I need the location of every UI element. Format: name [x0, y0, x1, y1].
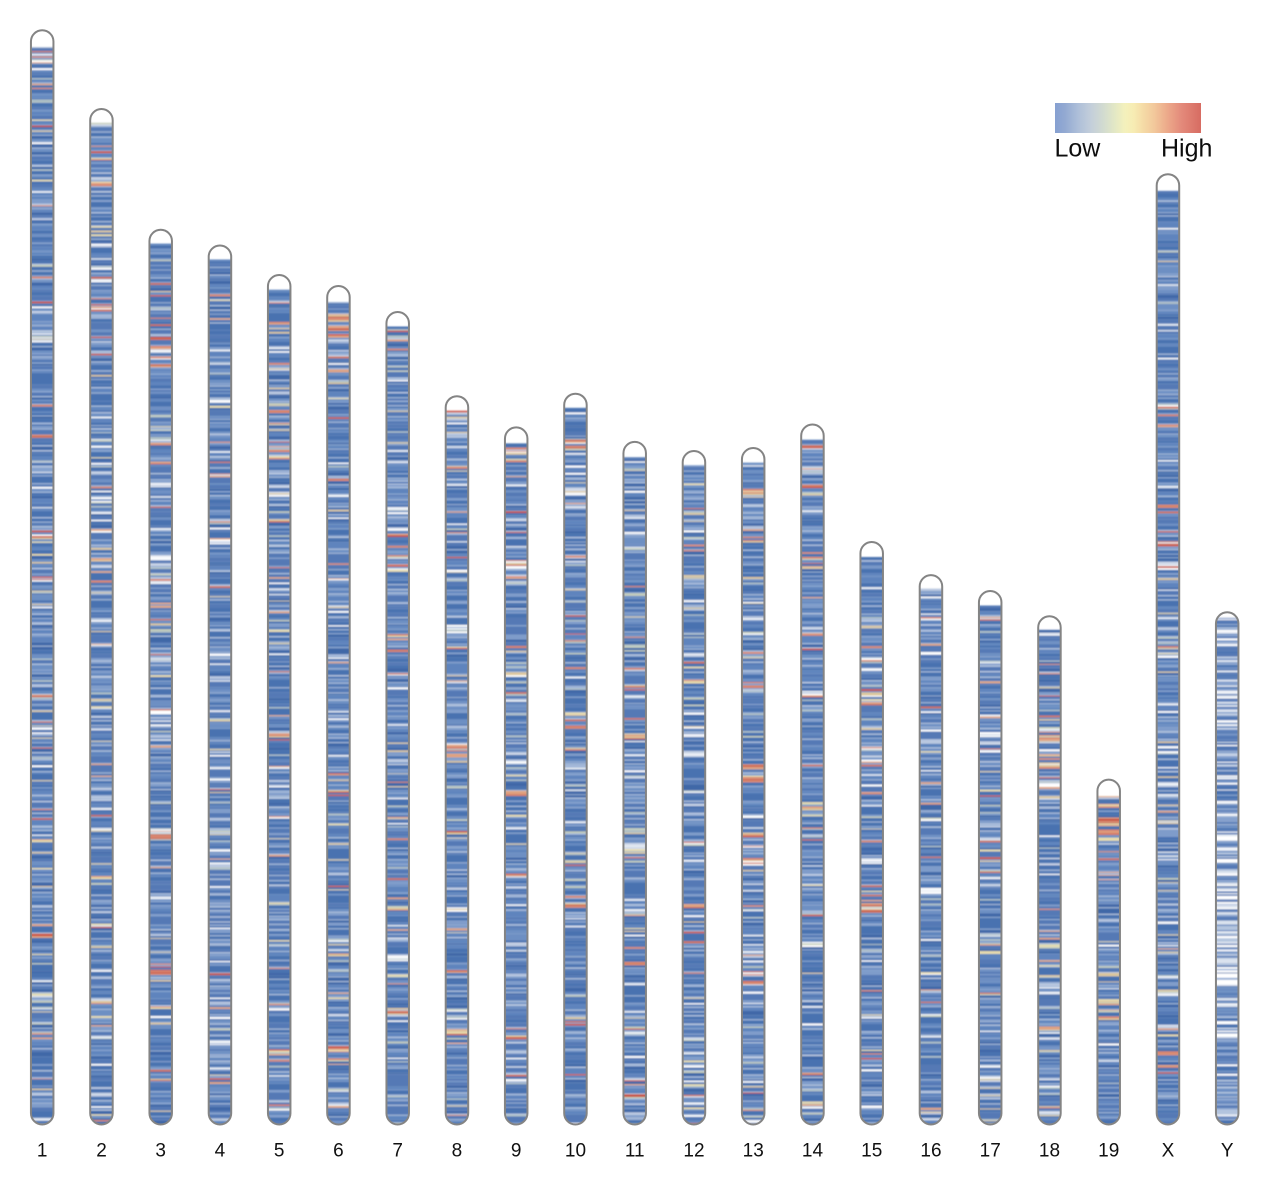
svg-text:Low: Low [1055, 134, 1102, 162]
svg-text:3: 3 [155, 1140, 166, 1161]
svg-text:2: 2 [96, 1140, 107, 1161]
svg-text:14: 14 [802, 1140, 824, 1161]
svg-text:4: 4 [215, 1140, 226, 1161]
svg-text:15: 15 [861, 1140, 882, 1161]
svg-text:8: 8 [452, 1140, 463, 1161]
svg-text:10: 10 [565, 1140, 586, 1161]
svg-text:9: 9 [511, 1140, 522, 1161]
svg-text:7: 7 [392, 1140, 403, 1161]
svg-text:Y: Y [1221, 1140, 1234, 1161]
svg-text:11: 11 [625, 1140, 645, 1161]
svg-text:19: 19 [1098, 1140, 1119, 1161]
svg-text:13: 13 [743, 1140, 764, 1161]
svg-text:5: 5 [274, 1140, 285, 1161]
svg-text:18: 18 [1039, 1140, 1060, 1161]
svg-text:X: X [1162, 1140, 1175, 1161]
svg-text:12: 12 [683, 1140, 704, 1161]
svg-text:High: High [1161, 134, 1212, 162]
svg-text:1: 1 [37, 1140, 48, 1161]
svg-text:16: 16 [920, 1140, 941, 1161]
svg-text:6: 6 [333, 1140, 344, 1161]
svg-text:17: 17 [980, 1140, 1001, 1161]
